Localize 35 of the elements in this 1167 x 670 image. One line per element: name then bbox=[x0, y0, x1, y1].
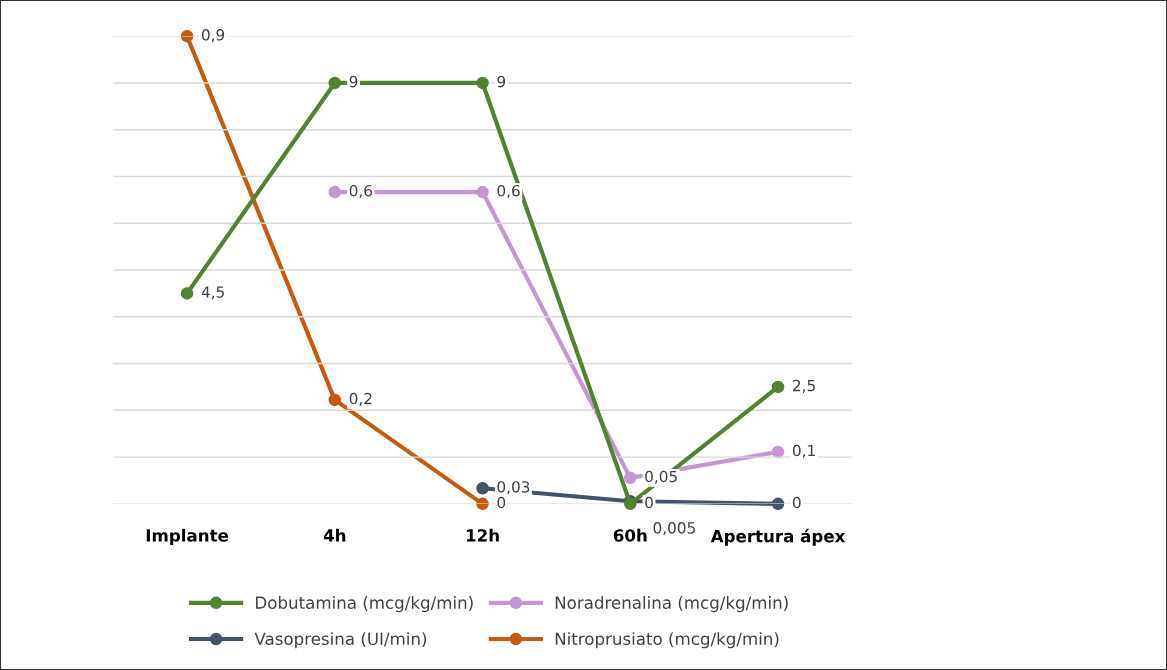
data-label: 9 bbox=[497, 75, 506, 88]
point bbox=[328, 393, 342, 407]
data-label: 2,5 bbox=[793, 379, 815, 393]
data-label: 0,9 bbox=[201, 29, 225, 43]
x-tick-label: 12h bbox=[466, 528, 499, 542]
legend-label: Nitroprusiato (mcg/kg/min) bbox=[555, 632, 779, 649]
data-label: 0,6 bbox=[497, 184, 520, 199]
x-tick-label: Apertura ápex bbox=[710, 528, 846, 546]
data-label: 0,6 bbox=[349, 184, 373, 199]
data-label: 0,2 bbox=[349, 392, 372, 406]
data-label: 0 bbox=[645, 496, 653, 509]
point bbox=[180, 29, 194, 43]
point bbox=[328, 76, 342, 90]
point bbox=[771, 380, 785, 394]
point bbox=[476, 76, 489, 90]
data-label: 0,1 bbox=[792, 444, 815, 458]
point bbox=[328, 185, 342, 199]
point bbox=[476, 185, 489, 199]
data-label: 0,03 bbox=[497, 481, 530, 495]
data-label: 4,5 bbox=[201, 286, 224, 300]
legend-label: Dobutamina (mcg/kg/min) bbox=[256, 596, 473, 613]
data-label: 0,05 bbox=[645, 470, 677, 484]
x-tick-label: Implante bbox=[146, 528, 229, 545]
x-tick-label: 60h bbox=[613, 528, 647, 542]
data-label: 0 bbox=[497, 496, 506, 509]
data-label: 9 bbox=[349, 75, 358, 88]
point bbox=[476, 482, 489, 495]
x-tick-label: 4h bbox=[323, 528, 346, 542]
point bbox=[771, 497, 785, 511]
point bbox=[624, 471, 637, 485]
data-label: 0,005 bbox=[653, 522, 695, 536]
legend-label: Vasopresina (UI/min) bbox=[254, 632, 427, 649]
legend-label: Noradrenalina (mcg/kg/min) bbox=[555, 596, 788, 613]
data-label: 0 bbox=[792, 496, 801, 509]
point bbox=[180, 287, 194, 300]
